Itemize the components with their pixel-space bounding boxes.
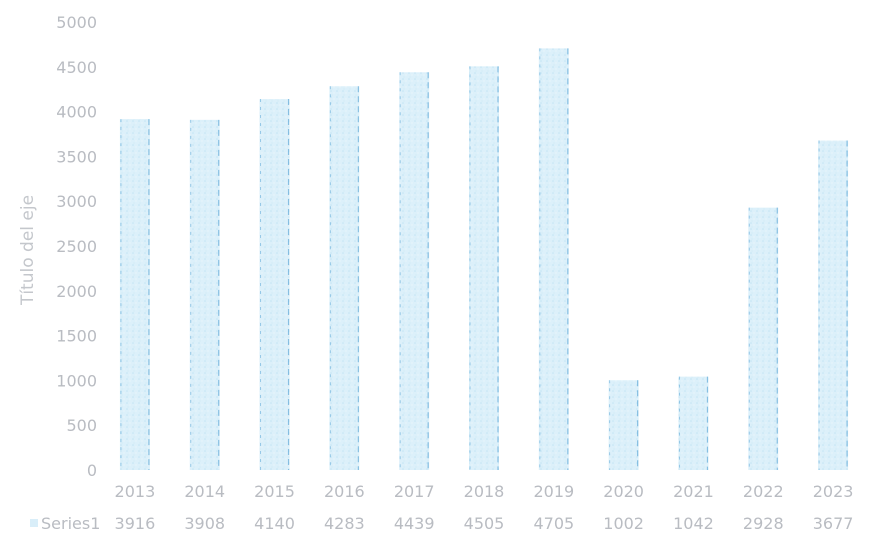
data-label: 4505	[464, 514, 505, 533]
data-label: 4439	[394, 514, 435, 533]
y-tick-label: 4500	[56, 58, 97, 77]
bar	[329, 86, 360, 471]
bar	[469, 66, 499, 471]
y-tick-label: 2000	[56, 282, 97, 301]
bar-2017	[399, 72, 430, 471]
series-name-label: Series1	[41, 514, 100, 533]
data-label: 4705	[533, 514, 574, 533]
x-tick-label: 2019	[533, 482, 574, 501]
y-axis: 0 500 1000 1500 2000 2500 3000 3500 4000 4500 5000	[56, 13, 97, 480]
legend-swatch	[30, 519, 38, 527]
bar	[399, 72, 430, 471]
bar-2013	[119, 119, 150, 470]
data-label: 1002	[603, 514, 644, 533]
x-axis: 2013 2014 2015 2016 2017 2018 2019 2020 2021 2022…	[115, 482, 854, 501]
x-tick-label: 2015	[254, 482, 295, 501]
bar	[259, 99, 290, 470]
x-tick-label: 2016	[324, 482, 365, 501]
bar	[748, 207, 779, 471]
y-tick-label: 5000	[56, 13, 97, 32]
data-label: 3908	[184, 514, 225, 533]
x-tick-label: 2017	[394, 482, 435, 501]
data-table: Series1 3916 3908 4140 4283 4439 4505 4705 1002 1…	[30, 514, 853, 533]
y-tick-label: 2500	[56, 237, 97, 256]
bar	[119, 119, 150, 470]
bar-2014	[189, 119, 220, 470]
bar-2015	[259, 99, 290, 470]
y-tick-label: 0	[87, 461, 97, 480]
y-tick-label: 1500	[56, 327, 97, 346]
x-tick-label: 2023	[813, 482, 854, 501]
bar	[538, 48, 569, 470]
bar-2019	[538, 48, 569, 470]
x-tick-label: 2021	[673, 482, 714, 501]
x-tick-label: 2022	[743, 482, 784, 501]
y-tick-label: 1000	[56, 371, 97, 390]
data-label: 3677	[813, 514, 854, 533]
data-label: 1042	[673, 514, 714, 533]
bar	[608, 380, 639, 470]
y-axis-title: Título del eje	[18, 195, 38, 306]
bar	[678, 376, 709, 470]
bar-2022	[748, 207, 779, 471]
x-tick-label: 2018	[464, 482, 505, 501]
data-label: 4283	[324, 514, 365, 533]
y-tick-label: 500	[66, 416, 97, 435]
bar-2023	[818, 140, 849, 470]
bar	[818, 140, 849, 470]
y-tick-label: 3500	[56, 147, 97, 166]
x-tick-label: 2020	[603, 482, 644, 501]
bar-2016	[329, 86, 360, 471]
bar-2018	[469, 66, 499, 471]
y-tick-label: 4000	[56, 103, 97, 122]
data-label: 2928	[743, 514, 784, 533]
x-tick-label: 2014	[184, 482, 225, 501]
bars	[119, 48, 849, 471]
bar-2021	[678, 376, 709, 470]
data-label: 3916	[115, 514, 156, 533]
data-label: 4140	[254, 514, 295, 533]
bar	[189, 119, 220, 470]
x-tick-label: 2013	[115, 482, 156, 501]
bar-2020	[608, 380, 639, 470]
y-tick-label: 3000	[56, 192, 97, 211]
